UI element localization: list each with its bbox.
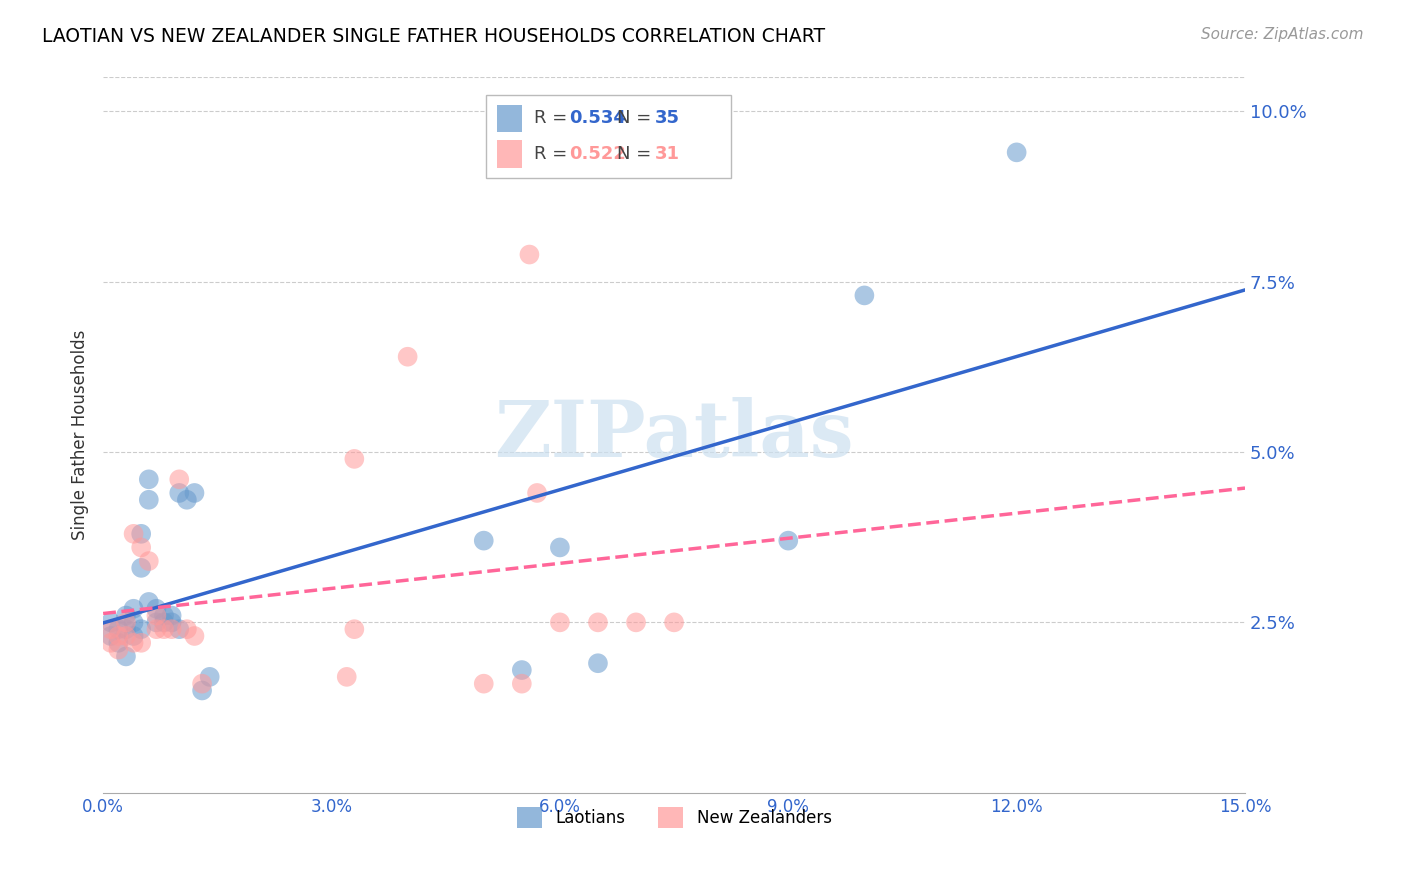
Bar xyxy=(498,104,522,132)
Point xyxy=(129,561,152,575)
Point xyxy=(145,622,167,636)
Point xyxy=(100,622,122,636)
Bar xyxy=(498,140,522,168)
Point xyxy=(145,601,167,615)
Point xyxy=(396,350,419,364)
Point xyxy=(115,608,138,623)
Point xyxy=(145,608,167,623)
Point xyxy=(160,615,183,630)
Point xyxy=(145,615,167,630)
Point xyxy=(343,622,366,636)
Point xyxy=(624,615,647,630)
Point xyxy=(122,601,145,615)
Point xyxy=(129,622,152,636)
Point xyxy=(183,486,205,500)
Point xyxy=(115,649,138,664)
Point xyxy=(129,526,152,541)
Text: 0.522: 0.522 xyxy=(569,145,626,163)
Point xyxy=(176,492,198,507)
Point xyxy=(153,622,176,636)
Point xyxy=(129,541,152,555)
FancyBboxPatch shape xyxy=(485,95,731,178)
Point xyxy=(167,472,190,486)
Point xyxy=(336,670,359,684)
Point xyxy=(107,642,129,657)
Point xyxy=(100,615,122,630)
Point xyxy=(519,247,541,261)
Text: N =: N = xyxy=(617,145,657,163)
Point xyxy=(472,676,495,690)
Point xyxy=(167,486,190,500)
Point xyxy=(115,615,138,630)
Text: Source: ZipAtlas.com: Source: ZipAtlas.com xyxy=(1201,27,1364,42)
Point xyxy=(548,615,571,630)
Point xyxy=(167,622,190,636)
Point xyxy=(122,636,145,650)
Point xyxy=(138,554,160,568)
Point xyxy=(115,629,138,643)
Point xyxy=(853,288,876,302)
Point xyxy=(198,670,221,684)
Point xyxy=(183,629,205,643)
Point xyxy=(138,492,160,507)
Point xyxy=(472,533,495,548)
Point xyxy=(138,472,160,486)
Point xyxy=(122,526,145,541)
Point xyxy=(548,541,571,555)
Point xyxy=(129,636,152,650)
Point xyxy=(100,636,122,650)
Point xyxy=(1005,145,1028,160)
Point xyxy=(191,676,214,690)
Point xyxy=(510,676,533,690)
Y-axis label: Single Father Households: Single Father Households xyxy=(72,330,89,541)
Text: 31: 31 xyxy=(655,145,679,163)
Point xyxy=(115,622,138,636)
Point xyxy=(153,615,176,630)
Text: R =: R = xyxy=(534,145,572,163)
Point xyxy=(343,451,366,466)
Text: N =: N = xyxy=(617,109,657,128)
Text: R =: R = xyxy=(534,109,572,128)
Point xyxy=(122,615,145,630)
Text: LAOTIAN VS NEW ZEALANDER SINGLE FATHER HOUSEHOLDS CORRELATION CHART: LAOTIAN VS NEW ZEALANDER SINGLE FATHER H… xyxy=(42,27,825,45)
Point xyxy=(107,629,129,643)
Point xyxy=(107,636,129,650)
Point xyxy=(510,663,533,677)
Legend: Laotians, New Zealanders: Laotians, New Zealanders xyxy=(510,801,838,834)
Point xyxy=(526,486,548,500)
Point xyxy=(153,608,176,623)
Point xyxy=(176,622,198,636)
Point xyxy=(138,595,160,609)
Point xyxy=(160,622,183,636)
Point xyxy=(107,622,129,636)
Point xyxy=(586,657,609,671)
Point xyxy=(100,629,122,643)
Text: 0.534: 0.534 xyxy=(569,109,626,128)
Point xyxy=(191,683,214,698)
Text: ZIPatlas: ZIPatlas xyxy=(495,397,853,473)
Point xyxy=(160,608,183,623)
Text: 35: 35 xyxy=(655,109,679,128)
Point xyxy=(586,615,609,630)
Point xyxy=(662,615,685,630)
Point xyxy=(122,629,145,643)
Point xyxy=(778,533,800,548)
